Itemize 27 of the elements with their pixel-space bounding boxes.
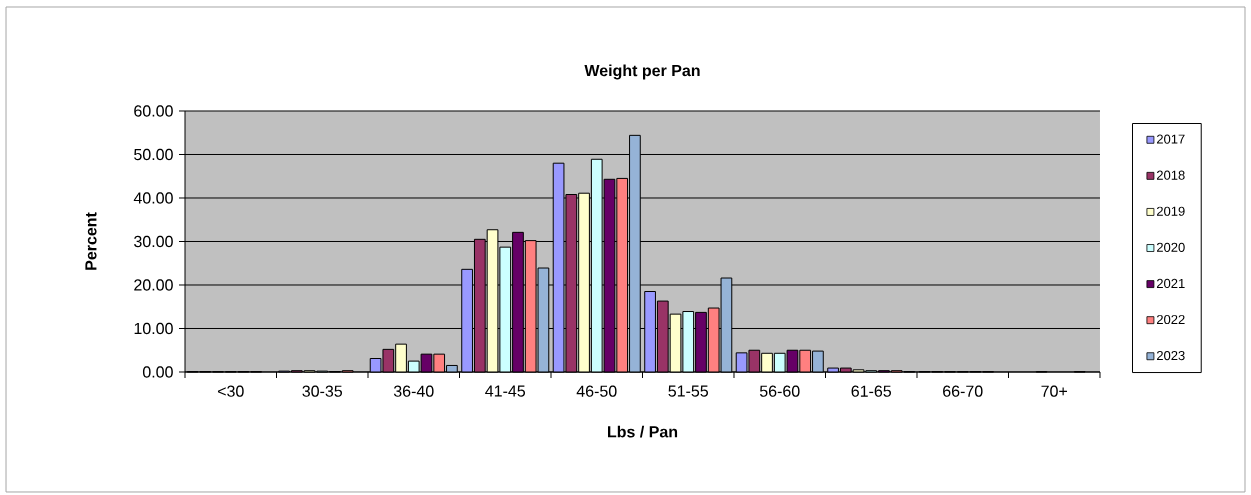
x-tick-label: 70+ <box>1041 385 1068 397</box>
legend-label: 2017 <box>1156 134 1185 144</box>
legend-label: 2018 <box>1156 170 1185 180</box>
y-tick-label: 0.00 <box>142 366 173 378</box>
y-tick-label: 20.00 <box>134 279 173 291</box>
x-tick-label: 46-50 <box>576 385 617 397</box>
legend-label: 2022 <box>1156 314 1185 325</box>
y-tick-label: 10.00 <box>134 322 173 335</box>
x-axis-title: Lbs / Pan <box>608 425 678 438</box>
x-tick-label: 51-55 <box>668 385 709 397</box>
y-tick-label: 40.00 <box>133 192 173 204</box>
chart-title: Weight per Pan <box>584 64 700 80</box>
x-tick-label: 66-70 <box>943 385 983 397</box>
x-tick-label: 36-40 <box>393 385 434 397</box>
y-axis-title: Percent <box>85 212 97 270</box>
x-tick-label: 41-45 <box>485 385 526 397</box>
legend-label: 2020 <box>1156 242 1185 252</box>
y-tick-label: 30.00 <box>134 235 173 248</box>
x-tick-label: 56-60 <box>759 385 800 397</box>
x-tick-label: <30 <box>217 385 244 397</box>
legend-label: 2019 <box>1156 206 1185 216</box>
legend-label: 2023 <box>1156 350 1185 361</box>
x-tick-label: 30-35 <box>302 385 343 397</box>
y-tick-label: 60.00 <box>134 105 173 117</box>
y-tick-label: 50.00 <box>134 148 173 161</box>
x-tick-label: 61-65 <box>851 385 892 397</box>
legend-label: 2021 <box>1156 278 1185 289</box>
